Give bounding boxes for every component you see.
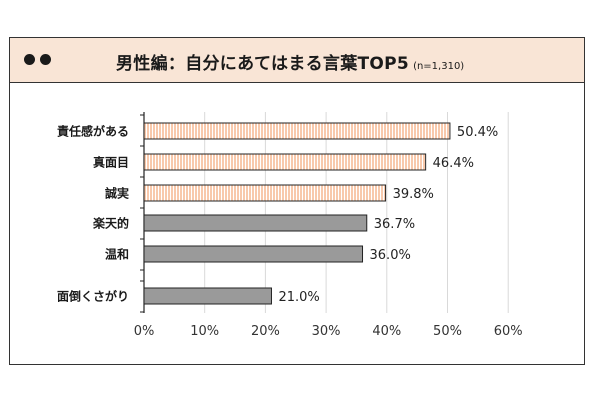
x-tick-label: 10% bbox=[190, 324, 219, 339]
category-label: 面倒くさがり bbox=[57, 289, 129, 304]
bar bbox=[143, 153, 427, 171]
chart-card: 男性編：自分にあてはまる言葉TOP5 (n=1,310) bbox=[9, 37, 585, 365]
header-dot-icon bbox=[40, 54, 51, 65]
sample-size-note: (n=1,310) bbox=[413, 61, 465, 72]
category-label: 温和 bbox=[105, 247, 129, 262]
value-label: 39.8% bbox=[393, 187, 434, 202]
x-tick-label: 20% bbox=[251, 324, 280, 339]
bar bbox=[143, 122, 451, 140]
bar bbox=[143, 287, 272, 305]
chart-title-text: 男性編：自分にあてはまる言葉TOP5 bbox=[116, 54, 410, 74]
header-dot-icon bbox=[24, 54, 35, 65]
value-label: 46.4% bbox=[433, 156, 474, 171]
bar bbox=[143, 214, 368, 232]
x-tick-label: 30% bbox=[312, 324, 341, 339]
x-tick-label: 40% bbox=[372, 324, 401, 339]
bar bbox=[143, 184, 387, 202]
bar bbox=[143, 245, 364, 263]
chart-header: 男性編：自分にあてはまる言葉TOP5 (n=1,310) bbox=[10, 38, 584, 83]
category-label: 真面目 bbox=[93, 155, 129, 170]
value-label: 36.7% bbox=[374, 217, 415, 232]
category-label: 責任感がある bbox=[57, 124, 129, 139]
category-label: 誠実 bbox=[105, 186, 129, 201]
x-tick-label: 60% bbox=[494, 324, 523, 339]
value-label: 21.0% bbox=[278, 290, 319, 305]
value-label: 50.4% bbox=[457, 125, 498, 140]
value-label: 36.0% bbox=[370, 248, 411, 263]
x-tick-label: 0% bbox=[134, 324, 155, 339]
category-label: 楽天的 bbox=[93, 216, 129, 231]
chart-title: 男性編：自分にあてはまる言葉TOP5 (n=1,310) bbox=[116, 49, 464, 74]
x-tick-label: 50% bbox=[433, 324, 462, 339]
